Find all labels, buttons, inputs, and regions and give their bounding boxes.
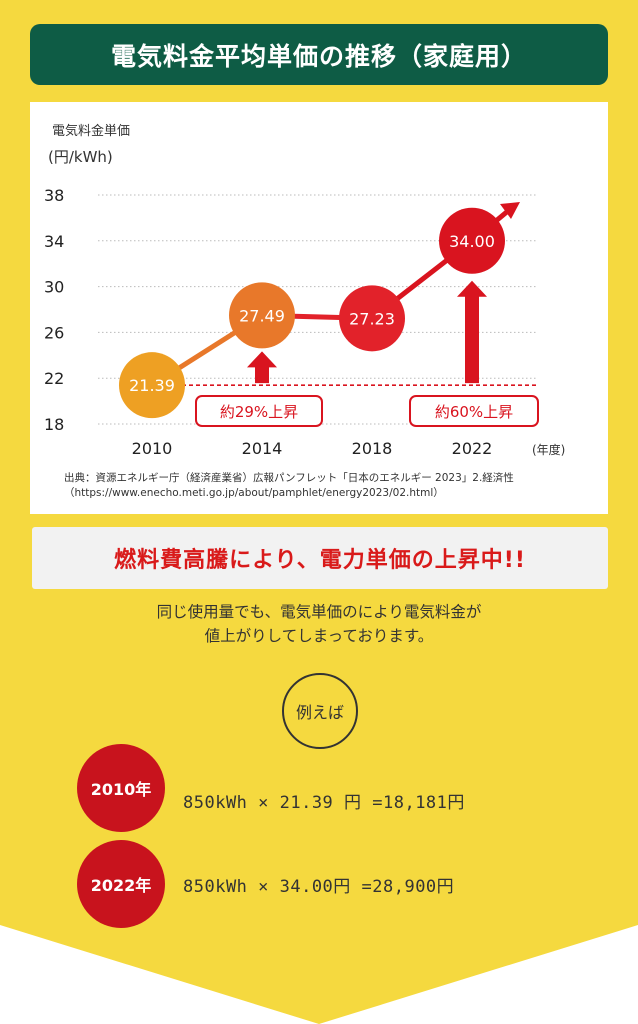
x-tick-label: 2014: [242, 439, 283, 458]
description: 同じ使用量でも、電気単価のにより電気料金が 値上がりしてしまっております。: [60, 600, 578, 648]
y-tick-layer: 38 34 30 26 22 18: [44, 186, 64, 434]
trend-arrowhead: [500, 202, 520, 219]
rise-arrow: [457, 280, 487, 384]
calculation-2010: 850kWh × 21.39 円 =18,181円: [183, 793, 465, 813]
data-label: 27.23: [349, 309, 395, 328]
data-point: [439, 207, 505, 274]
x-tick-layer: 2010 2014 2018 2022: [132, 439, 493, 458]
source-line-2: （https://www.enecho.meti.go.jp/about/pam…: [64, 487, 444, 499]
page-title: 電気料金平均単価の推移（家庭用）: [30, 24, 608, 85]
y-tick-label: 38: [44, 186, 64, 205]
y-tick-label: 30: [44, 278, 64, 297]
rise-arrow: [247, 351, 277, 384]
description-line-2: 値上がりしてしまっております。: [204, 627, 434, 645]
x-axis-unit: (年度): [532, 442, 565, 457]
description-line-1: 同じ使用量でも、電気単価のにより電気料金が: [156, 603, 482, 621]
calculation-2022: 850kWh × 34.00円 =28,900円: [183, 877, 455, 897]
rise-label: 約60%上昇: [435, 403, 513, 421]
source-citation: 出典：資源エネルギー庁（経済産業省）広報パンフレット「日本のエネルギー 2023…: [64, 471, 514, 501]
y-axis-label: 電気料金単価: [52, 123, 130, 139]
annotation-layer: 約29%上昇 約60%上昇: [182, 280, 539, 427]
rise-label: 約29%上昇: [220, 403, 298, 421]
example-label: 例えば: [282, 673, 358, 749]
year-badge-2010: 2010年: [77, 744, 165, 832]
y-axis-unit: (円/kWh): [48, 148, 113, 166]
y-tick-label: 26: [44, 323, 64, 342]
x-tick-label: 2022: [452, 439, 493, 458]
rise-label-box: [409, 395, 539, 427]
data-point: [229, 282, 295, 349]
data-label: 34.00: [449, 232, 495, 251]
chart-card: 電気料金単価 (円/kWh) 38 34 30 26 22 18 約29%上昇 約60%上昇…: [30, 102, 608, 514]
y-tick-label: 22: [44, 369, 64, 388]
year-badge-2022: 2022年: [77, 840, 165, 928]
y-tick-label: 18: [44, 415, 64, 434]
y-tick-label: 34: [44, 232, 64, 251]
price-rise-banner: 燃料費高騰により、電力単価の上昇中!!: [32, 527, 608, 589]
price-chart: 電気料金単価 (円/kWh) 38 34 30 26 22 18 約29%上昇 約60%上昇…: [44, 123, 565, 458]
data-label: 21.39: [129, 376, 175, 395]
data-point: [119, 352, 185, 419]
data-label: 27.49: [239, 306, 285, 325]
x-tick-label: 2010: [132, 439, 173, 458]
series-layer: 21.39 27.49 27.23 34.00: [119, 202, 520, 419]
rise-label-box: [195, 395, 323, 427]
data-point: [339, 285, 405, 352]
x-tick-label: 2018: [352, 439, 393, 458]
source-line-1: 出典：資源エネルギー庁（経済産業省）広報パンフレット「日本のエネルギー 2023…: [64, 472, 514, 484]
